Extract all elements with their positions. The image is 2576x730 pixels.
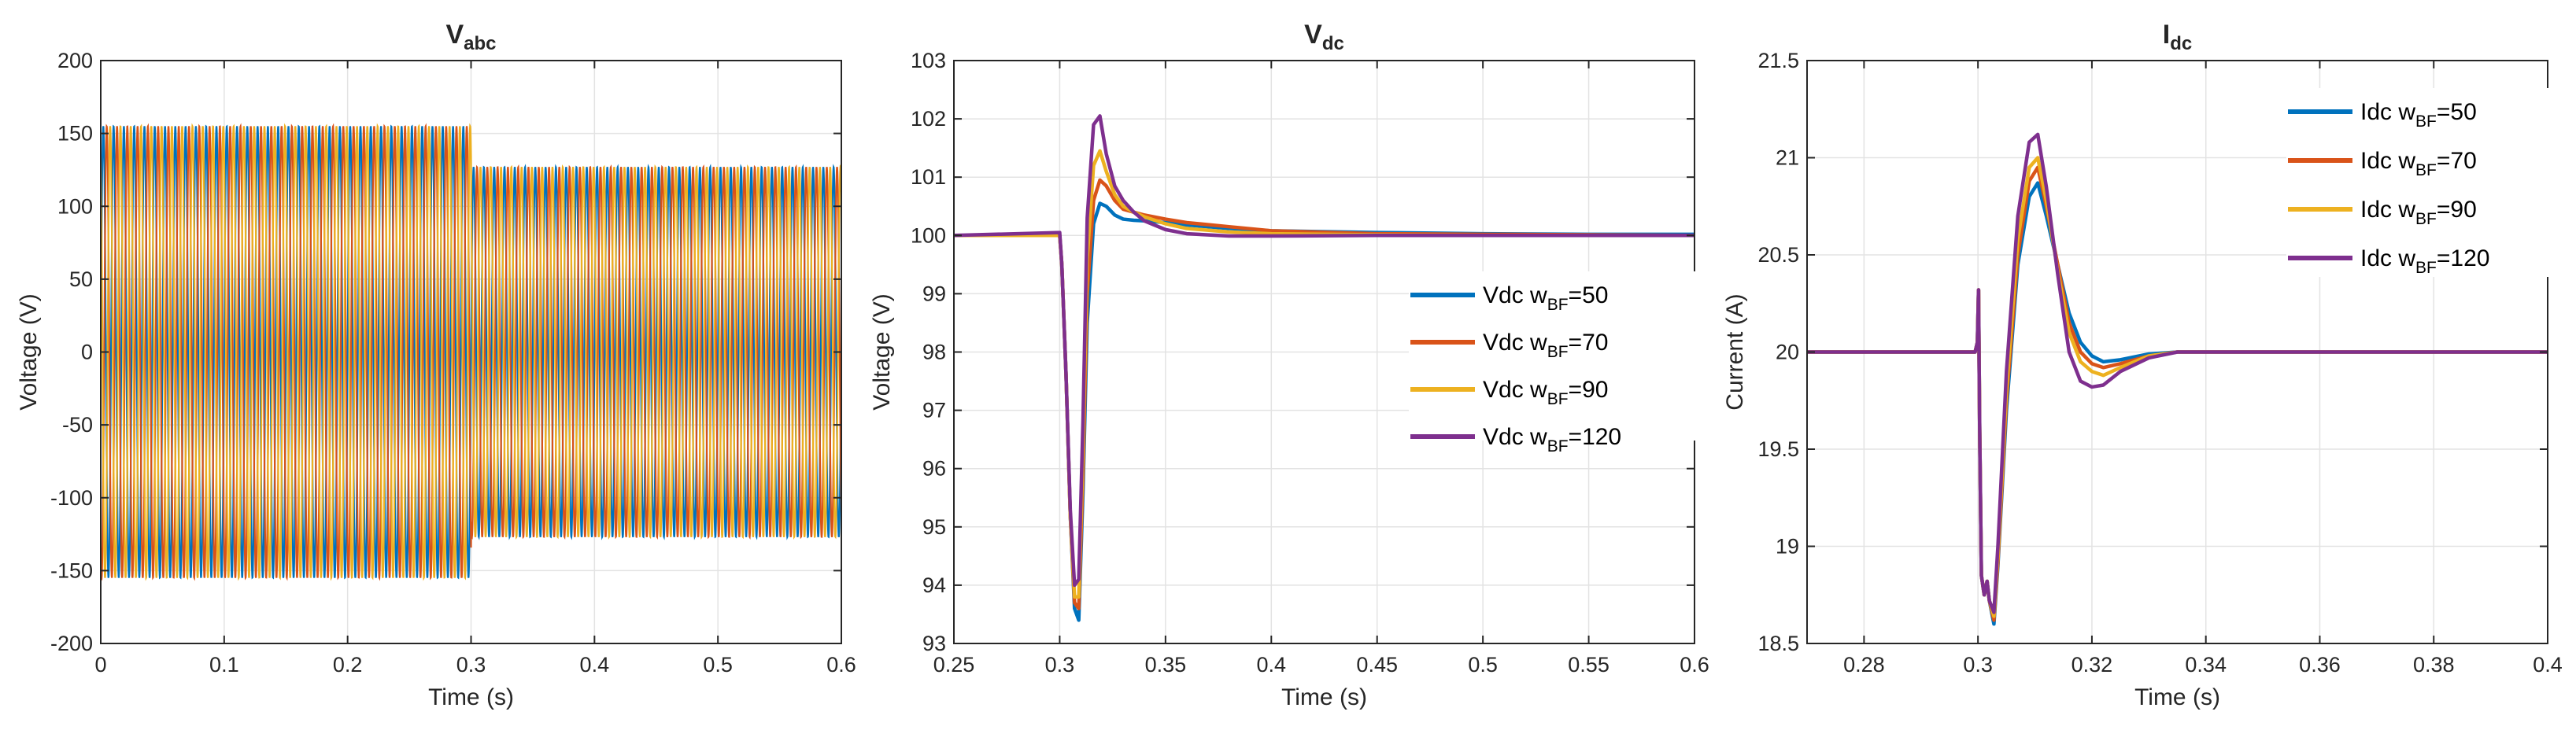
legend-entry-label: Vdc wBF=70 xyxy=(1483,330,1608,361)
series-group xyxy=(1807,132,2548,626)
y-tick-label: 99 xyxy=(922,282,946,305)
x-tick-label: 0.4 xyxy=(580,653,610,677)
y-tick-label: 20.5 xyxy=(1757,243,1799,267)
x-tick-label: 0.28 xyxy=(1843,653,1885,677)
y-tick-label: 21 xyxy=(1776,146,1799,170)
chart-title: Idc xyxy=(2163,20,2192,54)
y-tick-label: 94 xyxy=(922,573,946,597)
chart-panel-2: 0.25 0.3 0.35 0.4 0.45 0.5 0.55 0.6 93 94 95 96 97 98… xyxy=(869,20,1709,710)
y-tick-label: 18.5 xyxy=(1757,632,1799,655)
y-tick-label: -150 xyxy=(50,559,93,582)
legend-entry-label: Idc wBF=120 xyxy=(2360,245,2489,277)
series-line-phase-2 xyxy=(101,123,841,581)
y-axis-label: Current (A) xyxy=(1722,293,1748,410)
x-tick-label: 0.4 xyxy=(2533,653,2563,677)
y-tick-label: 19.5 xyxy=(1757,437,1799,461)
series-line-4 xyxy=(1807,132,2548,614)
y-axis-label: Voltage (V) xyxy=(16,293,42,410)
y-tick-label: 19 xyxy=(1776,535,1799,559)
y-tick-label: 95 xyxy=(922,515,946,539)
y-tick-label: 98 xyxy=(922,341,946,364)
chart-title: Vdc xyxy=(1304,20,1344,54)
x-tick-label: 0 xyxy=(94,653,106,677)
legend-box xyxy=(2286,88,2554,277)
x-tick-label: 0.32 xyxy=(2072,653,2113,677)
legend-entry-label: Vdc wBF=50 xyxy=(1483,282,1608,314)
y-tick-label: 101 xyxy=(911,165,946,189)
legend: Idc wBF=50 Idc wBF=70 Idc wBF=90 Idc wBF=12… xyxy=(2286,88,2554,277)
y-tick-label: 20 xyxy=(1776,341,1799,364)
y-tick-label: 93 xyxy=(922,632,946,655)
y-tick-label: 103 xyxy=(911,49,946,72)
y-tick-label: 96 xyxy=(922,457,946,481)
legend-entry-label: Idc wBF=90 xyxy=(2360,197,2477,228)
y-tick-label: -50 xyxy=(62,413,93,437)
x-tick-label: 0.3 xyxy=(1963,653,1993,677)
y-tick-label: 102 xyxy=(911,107,946,131)
legend-entry-label: Idc wBF=70 xyxy=(2360,148,2477,179)
y-tick-label: 21.5 xyxy=(1757,49,1799,72)
x-tick-label: 0.6 xyxy=(1680,653,1709,677)
y-tick-label: -100 xyxy=(50,486,93,510)
chart-title: Vabc xyxy=(445,20,496,54)
legend-entry-label: Vdc wBF=90 xyxy=(1483,377,1608,408)
x-tick-label: 0.45 xyxy=(1356,653,1398,677)
x-tick-label: 0.55 xyxy=(1568,653,1610,677)
y-tick-label: -200 xyxy=(50,632,93,655)
x-tick-label: 0.3 xyxy=(456,653,486,677)
y-tick-label: 0 xyxy=(81,341,93,364)
series-line-phase-1 xyxy=(101,124,841,580)
series-line-4 xyxy=(954,114,1695,588)
x-tick-label: 0.4 xyxy=(1257,653,1287,677)
y-tick-label: 200 xyxy=(57,49,93,72)
legend-entry-label: Idc wBF=50 xyxy=(2360,99,2477,131)
x-tick-label: 0.5 xyxy=(1468,653,1498,677)
series-group xyxy=(954,114,1695,622)
x-tick-label: 0.36 xyxy=(2299,653,2341,677)
x-tick-label: 0.3 xyxy=(1045,653,1075,677)
x-tick-label: 0.5 xyxy=(703,653,733,677)
x-tick-label: 0.38 xyxy=(2413,653,2455,677)
x-tick-label: 0.2 xyxy=(333,653,363,677)
x-axis-label: Time (s) xyxy=(2134,684,2220,710)
legend-box xyxy=(1409,271,1700,441)
legend: Vdc wBF=50 Vdc wBF=70 Vdc wBF=90 Vdc wBF=12… xyxy=(1409,271,1700,455)
y-tick-label: 97 xyxy=(922,399,946,422)
x-tick-label: 0.25 xyxy=(933,653,975,677)
x-tick-label: 0.6 xyxy=(826,653,856,677)
x-axis-label: Time (s) xyxy=(1281,684,1367,710)
chart-panel-3: 0.28 0.3 0.32 0.34 0.36 0.38 0.4 18.5 19 19.5 20 20… xyxy=(1722,20,2563,710)
legend-entry-label: Vdc wBF=120 xyxy=(1483,424,1621,455)
series-line-phase-3 xyxy=(101,123,841,581)
y-axis-label: Voltage (V) xyxy=(869,293,895,410)
x-tick-label: 0.35 xyxy=(1145,653,1187,677)
x-tick-label: 0.34 xyxy=(2185,653,2227,677)
y-tick-label: 100 xyxy=(911,223,946,247)
x-tick-label: 0.1 xyxy=(209,653,239,677)
series-group xyxy=(101,123,841,581)
y-tick-label: 50 xyxy=(69,267,93,291)
x-axis-label: Time (s) xyxy=(428,684,514,710)
y-tick-label: 100 xyxy=(57,194,93,218)
chart-panel-1: 0 0.1 0.2 0.3 0.4 0.5 0.6 -200 -150 -100 -50 0 50 100… xyxy=(16,20,856,710)
y-tick-label: 150 xyxy=(57,122,93,146)
